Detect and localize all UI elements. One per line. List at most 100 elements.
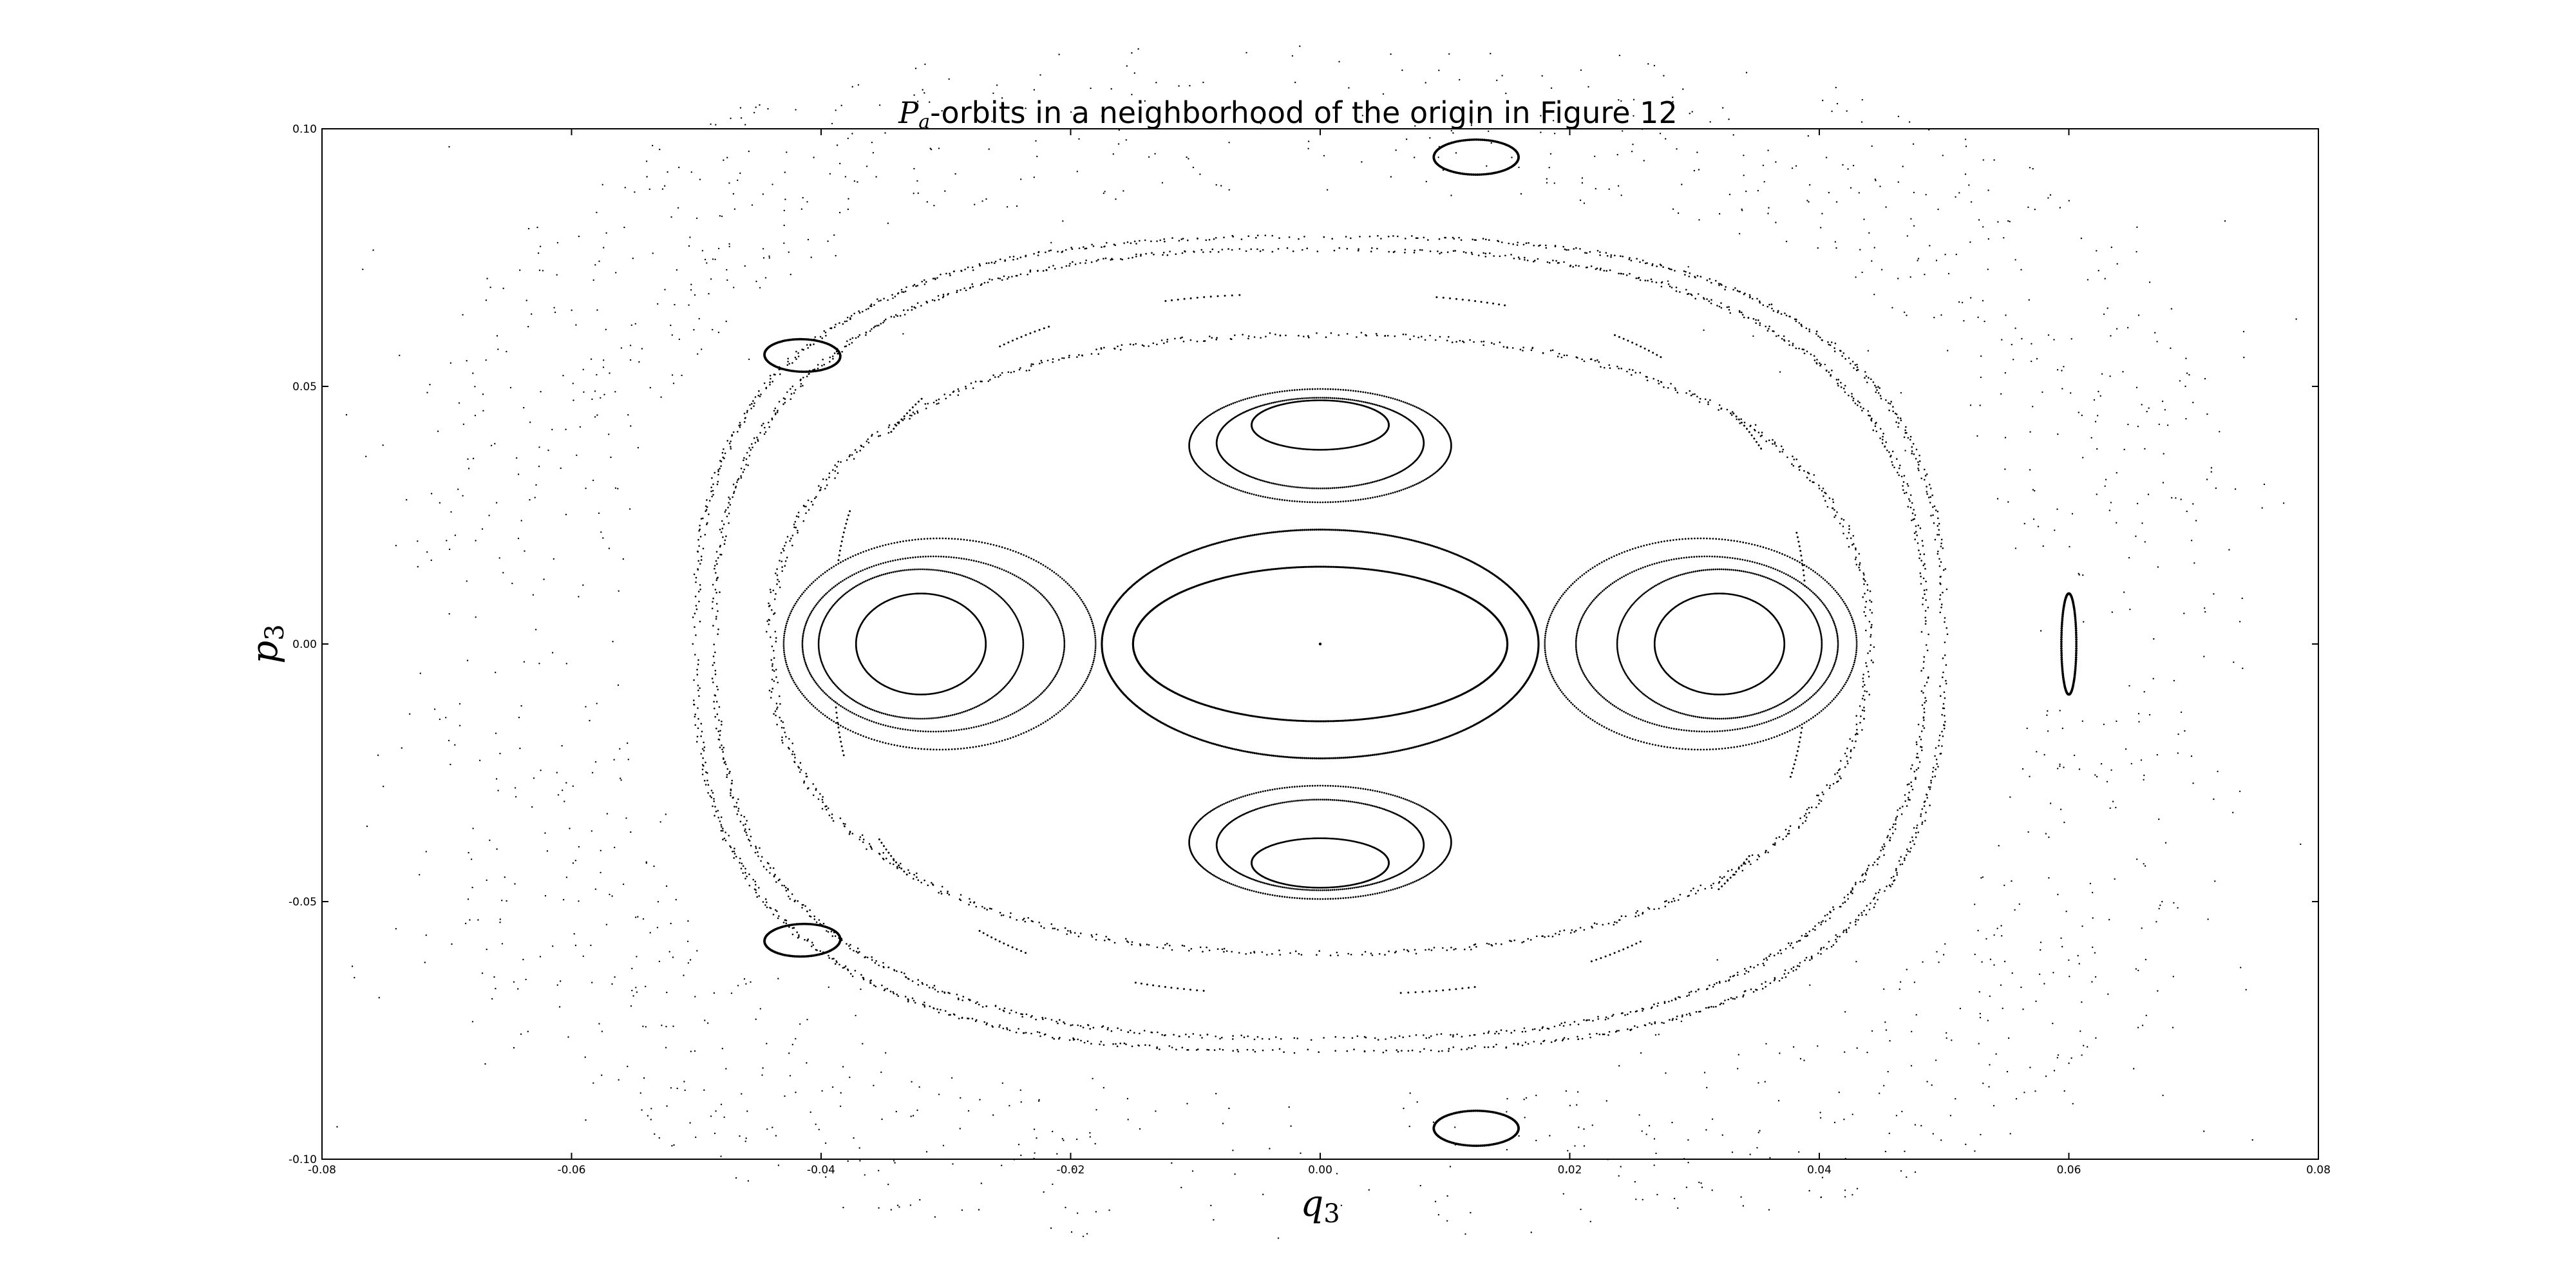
central-orbit-point — [1358, 755, 1361, 758]
left-island-point — [970, 708, 972, 710]
central-orbit-point — [1300, 719, 1303, 722]
right-island-point — [1759, 574, 1762, 577]
right-island-point — [1777, 704, 1779, 706]
upper-island-point — [1291, 486, 1293, 488]
lower-island-point — [1255, 791, 1257, 794]
central-orbit-point — [1327, 720, 1330, 723]
left-island-point — [953, 714, 956, 715]
right-island-point — [1797, 580, 1799, 582]
lower-island-point — [1396, 795, 1399, 798]
central-orbit-point — [1439, 738, 1442, 741]
right-island-point — [1687, 714, 1689, 716]
upper-island-point — [1314, 501, 1316, 504]
right-island-point — [1710, 717, 1712, 719]
lower-island-point — [1361, 802, 1363, 804]
central-orbit-point — [1309, 529, 1312, 531]
central-orbit-point — [1257, 752, 1260, 755]
upper-island-point — [1269, 497, 1271, 499]
central-orbit-point — [1276, 755, 1279, 757]
left-island-point — [849, 697, 851, 699]
upper-island-point — [1321, 488, 1323, 489]
central-orbit-point — [1387, 715, 1389, 717]
upper-island-point — [1359, 390, 1362, 393]
lower-island-point — [1306, 898, 1309, 900]
upper-island-point — [1326, 399, 1328, 402]
central-orbit-point — [1424, 542, 1426, 545]
upper-island-point — [1370, 482, 1372, 484]
central-orbit-point — [1215, 542, 1218, 545]
right-island-point — [1827, 676, 1830, 679]
right-island-point — [1663, 726, 1665, 728]
right-island-point — [1786, 699, 1788, 701]
central-orbit-point — [1436, 546, 1439, 549]
central-orbit-point — [1389, 714, 1392, 717]
right-island-point — [1740, 715, 1743, 718]
right-island-point — [1591, 600, 1594, 602]
right-island-point — [1656, 703, 1659, 705]
central-orbit-point — [1197, 737, 1200, 740]
lower-island-point — [1362, 895, 1365, 897]
central-orbit-point — [1426, 743, 1428, 745]
left-island-point — [934, 717, 936, 719]
right-island-point — [1791, 710, 1794, 712]
lower-island-point — [1368, 884, 1370, 886]
lower-island-point — [1306, 785, 1309, 787]
upper-island-point — [1226, 404, 1229, 407]
right-island-point — [1739, 728, 1741, 730]
central-orbit-point — [1319, 528, 1321, 531]
right-island-point — [1785, 713, 1787, 715]
lower-island-point — [1270, 884, 1273, 886]
left-island-point — [958, 557, 960, 559]
right-island-point — [1819, 631, 1822, 634]
central-orbit-point — [1289, 719, 1291, 721]
central-orbit-point — [1194, 736, 1197, 739]
upper-island-point — [1410, 404, 1412, 406]
right-island-point — [1696, 715, 1699, 718]
right-island-point — [1756, 573, 1758, 576]
lower-island-point — [1267, 804, 1269, 807]
central-orbit-point — [1450, 734, 1453, 737]
upper-island-point — [1364, 482, 1367, 485]
upper-island-point — [1387, 396, 1390, 399]
upper-island-point — [1361, 484, 1363, 486]
upper-island-point — [1287, 399, 1289, 401]
left-island-point — [975, 560, 978, 562]
left-island-point — [1063, 639, 1066, 642]
central-orbit-point — [1375, 716, 1378, 719]
central-orbit-point — [1194, 549, 1197, 552]
upper-island-point — [1362, 391, 1365, 393]
lower-island-point — [1262, 806, 1264, 808]
right-island-point — [1774, 568, 1777, 571]
upper-island-point — [1422, 410, 1425, 412]
right-island-point — [1594, 688, 1596, 691]
lower-island-point — [1327, 898, 1329, 900]
right-island-point — [1795, 578, 1797, 581]
upper-island-point — [1236, 401, 1238, 403]
central-orbit-point — [1269, 717, 1272, 720]
lower-island-point — [1309, 889, 1311, 891]
central-orbit-point — [1403, 574, 1406, 576]
lower-island-point — [1299, 799, 1301, 802]
right-island-point — [1837, 650, 1839, 652]
upper-island-point — [1373, 403, 1376, 406]
left-island-point — [819, 630, 821, 632]
central-orbit-point — [1381, 570, 1384, 573]
central-orbit-point — [1261, 716, 1264, 719]
lower-island-point — [1269, 884, 1271, 886]
lower-island-point — [1299, 888, 1301, 891]
right-island-point — [1802, 702, 1804, 705]
upper-island-point — [1255, 406, 1257, 409]
right-island-point — [1810, 696, 1813, 698]
right-island-point — [1605, 587, 1607, 590]
upper-island-point — [1329, 399, 1331, 402]
right-island-point — [1653, 563, 1656, 565]
central-orbit-point — [1352, 719, 1355, 721]
upper-island-point — [1419, 481, 1421, 484]
right-island-point — [1688, 730, 1690, 732]
central-orbit-point — [1265, 532, 1267, 535]
upper-island-point — [1368, 482, 1370, 484]
left-island-point — [886, 573, 889, 574]
lower-island-point — [1376, 790, 1379, 793]
right-island-point — [1766, 708, 1769, 711]
upper-island-point — [1404, 401, 1406, 404]
